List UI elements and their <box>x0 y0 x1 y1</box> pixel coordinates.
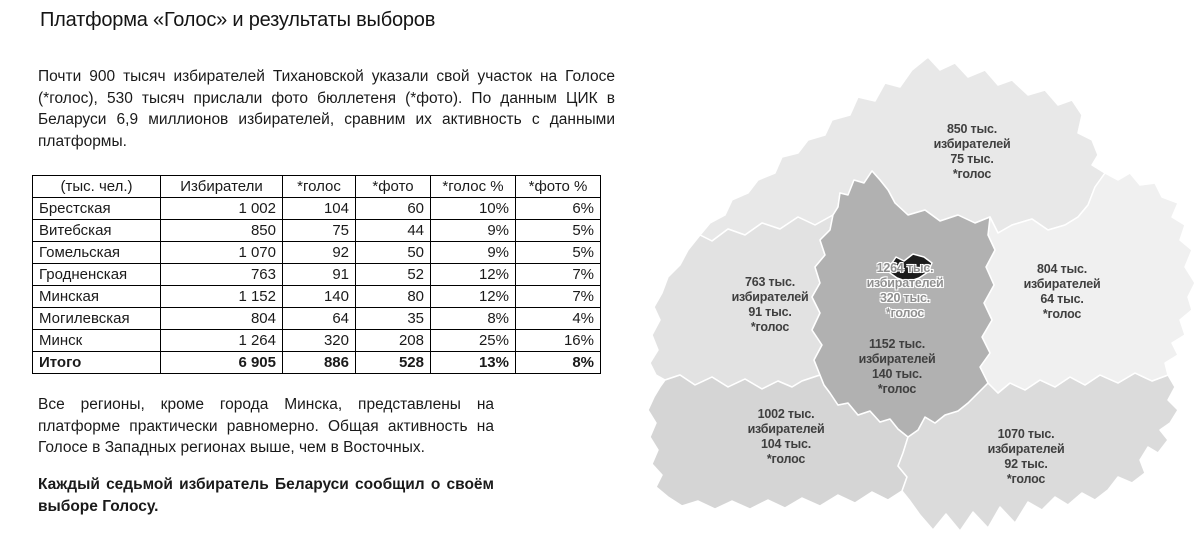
regions-table: (тыс. чел.) Избиратели *голос *фото *гол… <box>32 175 601 374</box>
region-name: Гомельская <box>32 241 161 264</box>
foto-pct-value: 5% <box>515 219 601 242</box>
total-golos: 886 <box>282 351 356 374</box>
map-label-minsk-city: 1264 тыс. избирателей 320 тыс. *голос <box>866 261 944 320</box>
table-row: Витебская 850 75 44 9% 5% <box>32 219 601 242</box>
table-total-row: Итого 6 905 886 528 13% 8% <box>32 351 601 374</box>
intro-paragraph: Почти 900 тысяч избирателей Тихановской … <box>38 68 615 150</box>
region-name: Могилевская <box>32 307 161 330</box>
foto-pct-value: 7% <box>515 263 601 286</box>
col-header-voters: Избиратели <box>160 175 283 198</box>
foto-value: 80 <box>355 285 431 308</box>
golos-value: 92 <box>282 241 356 264</box>
map-label-gomel: 1070 тыс. избирателей 92 тыс. *голос <box>987 427 1065 486</box>
golos-value: 320 <box>282 329 356 352</box>
foto-value: 208 <box>355 329 431 352</box>
region-name: Брестская <box>32 197 161 220</box>
golos-pct-value: 12% <box>430 263 516 286</box>
golos-value: 91 <box>282 263 356 286</box>
voters-value: 850 <box>160 219 283 242</box>
col-header-foto-pct: *фото % <box>515 175 601 198</box>
golos-pct-value: 12% <box>430 285 516 308</box>
col-header-foto: *фото <box>355 175 431 198</box>
foto-pct-value: 6% <box>515 197 601 220</box>
belarus-map: 850 тыс. избирателей 75 тыс. *голос 763 … <box>640 45 1200 545</box>
region-minsk-oblast <box>811 170 996 438</box>
map-label-brest: 1002 тыс. избирателей 104 тыс. *голос <box>747 407 825 466</box>
voters-value: 1 002 <box>160 197 283 220</box>
foto-pct-value: 7% <box>515 285 601 308</box>
table-row: Гродненская 763 91 52 12% 7% <box>32 263 601 286</box>
table-row: Гомельская 1 070 92 50 9% 5% <box>32 241 601 264</box>
golos-pct-value: 8% <box>430 307 516 330</box>
region-name: Минская <box>32 285 161 308</box>
golos-pct-value: 10% <box>430 197 516 220</box>
total-label: Итого <box>32 351 161 374</box>
voters-value: 1 152 <box>160 285 283 308</box>
map-label-minsk-oblast: 1152 тыс. избирателей 140 тыс. *голос <box>858 337 936 396</box>
col-header-golos: *голос <box>282 175 356 198</box>
total-foto-pct: 8% <box>515 351 601 374</box>
total-voters: 6 905 <box>160 351 283 374</box>
belarus-map-svg <box>647 56 1196 532</box>
foto-value: 35 <box>355 307 431 330</box>
foto-pct-value: 4% <box>515 307 601 330</box>
col-header-units: (тыс. чел.) <box>32 175 161 198</box>
table-row: Могилевская 804 64 35 8% 4% <box>32 307 601 330</box>
table-header-row: (тыс. чел.) Избиратели *голос *фото *гол… <box>32 175 601 198</box>
golos-value: 64 <box>282 307 356 330</box>
golos-value: 75 <box>282 219 356 242</box>
col-header-golos-pct: *голос % <box>430 175 516 198</box>
voters-value: 1 264 <box>160 329 283 352</box>
voters-value: 804 <box>160 307 283 330</box>
map-label-vitebsk: 850 тыс. избирателей 75 тыс. *голос <box>933 122 1011 181</box>
conclusion-note: Каждый седьмой избиратель Беларуси сообщ… <box>38 476 494 515</box>
voters-value: 1 070 <box>160 241 283 264</box>
regions-note: Все регионы, кроме города Минска, предст… <box>38 396 494 456</box>
foto-pct-value: 5% <box>515 241 601 264</box>
table-row: Минск 1 264 320 208 25% 16% <box>32 329 601 352</box>
foto-value: 60 <box>355 197 431 220</box>
golos-pct-value: 9% <box>430 241 516 264</box>
page-title: Платформа «Голос» и результаты выборов <box>40 9 436 31</box>
golos-pct-value: 9% <box>430 219 516 242</box>
total-foto: 528 <box>355 351 431 374</box>
map-label-mogilev: 804 тыс. избирателей 64 тыс. *голос <box>1023 262 1101 321</box>
golos-pct-value: 25% <box>430 329 516 352</box>
table-row: Брестская 1 002 104 60 10% 6% <box>32 197 601 220</box>
golos-value: 140 <box>282 285 356 308</box>
golos-value: 104 <box>282 197 356 220</box>
foto-value: 50 <box>355 241 431 264</box>
region-name: Гродненская <box>32 263 161 286</box>
foto-pct-value: 16% <box>515 329 601 352</box>
region-minsk-city <box>889 253 933 283</box>
total-golos-pct: 13% <box>430 351 516 374</box>
foto-value: 44 <box>355 219 431 242</box>
region-name: Минск <box>32 329 161 352</box>
region-name: Витебская <box>32 219 161 242</box>
foto-value: 52 <box>355 263 431 286</box>
table-row: Минская 1 152 140 80 12% 7% <box>32 285 601 308</box>
map-label-grodno: 763 тыс. избирателей 91 тыс. *голос <box>731 275 809 334</box>
voters-value: 763 <box>160 263 283 286</box>
